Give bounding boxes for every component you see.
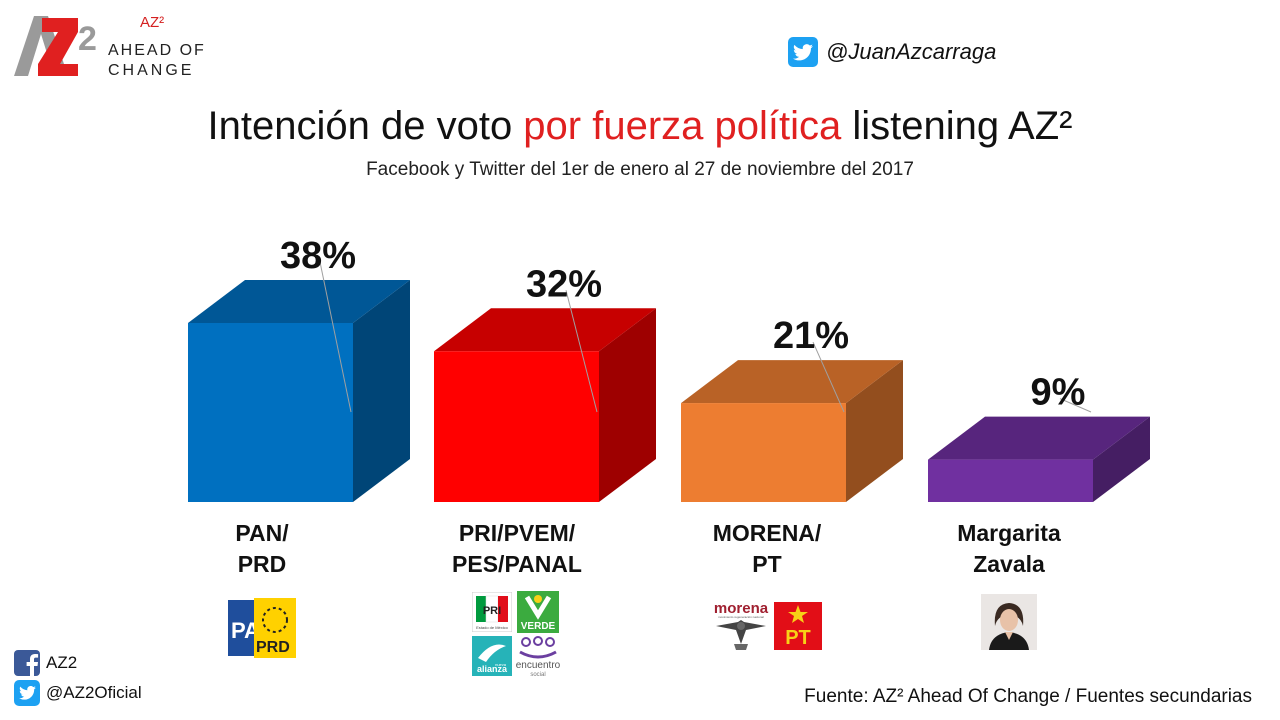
pri-logo: PRI Estado de México	[471, 591, 513, 633]
data-label-2: 21%	[773, 315, 849, 357]
category-label-line: PT	[752, 551, 782, 577]
pri-sub: Estado de México	[476, 625, 509, 630]
category-label-0: PAN/PRD	[152, 518, 372, 580]
encuentro-text: encuentro	[516, 660, 561, 671]
morena-logo: morena movimiento regeneración nacional	[712, 600, 770, 652]
chart-title: Intención de voto por fuerza política li…	[0, 104, 1280, 149]
brand-tagline-2: CHANGE	[108, 62, 195, 79]
category-label-1: PRI/PVEM/PES/PANAL	[407, 518, 627, 580]
category-label-line: PRI/PVEM/	[458, 520, 576, 546]
chart-subtitle: Facebook y Twitter del 1er de enero al 2…	[366, 159, 914, 180]
brand-az2: AZ²	[140, 14, 165, 31]
bar-2	[681, 403, 846, 502]
encuentro-sub: social	[530, 672, 545, 678]
twitter-handle: @JuanAzcarraga	[826, 39, 997, 64]
pt-logo: PT	[774, 602, 822, 650]
facebook-account: AZ2	[46, 653, 78, 672]
title-part-1: Intención de voto	[207, 104, 524, 148]
category-label-line: PAN/	[235, 520, 289, 546]
bar-top-3	[928, 416, 1150, 460]
bar-3	[928, 459, 1093, 502]
category-label-line: PRD	[237, 551, 287, 577]
title-part-2: listening AZ²	[841, 104, 1073, 148]
margarita-zavala-photo	[981, 594, 1037, 650]
brand-tagline-1: AHEAD OF	[108, 42, 206, 59]
footer-twitter: @AZ2Oficial	[14, 680, 142, 706]
pri-text: PRI	[483, 605, 501, 617]
bar-top-0	[188, 280, 410, 323]
footer-facebook: AZ2	[14, 650, 77, 676]
alianza-top: nueva	[495, 662, 507, 667]
bar-side-0	[353, 280, 410, 502]
category-label-3: Margarita Zavala	[899, 518, 1119, 580]
svg-text:2: 2	[78, 20, 97, 58]
leader-line-2	[812, 341, 845, 413]
morena-sub: movimiento regeneración nacional	[718, 615, 764, 619]
bar-0	[188, 323, 353, 502]
bar-side-3	[1093, 416, 1150, 502]
title-highlight: por fuerza política	[523, 104, 842, 148]
twitter-account: @AZ2Oficial	[46, 683, 142, 702]
leader-line-3	[1059, 398, 1092, 413]
bar-side-1	[599, 308, 656, 502]
leader-line-1	[565, 290, 598, 413]
data-label-3: 9%	[1031, 372, 1086, 414]
bar-side-2	[846, 360, 903, 502]
encuentro-social-logo: encuentro social	[514, 636, 562, 678]
category-label-2: MORENA/PT	[657, 518, 877, 580]
pt-text: PT	[785, 627, 811, 649]
category-label-line: Zavala	[973, 551, 1045, 577]
bar-top-1	[434, 308, 656, 352]
source-note: Fuente: AZ² Ahead Of Change / Fuentes se…	[804, 686, 1252, 707]
pan-prd-logo: PAN PRD	[228, 598, 296, 658]
twitter-icon	[14, 680, 40, 706]
bar-top-2	[681, 360, 903, 404]
category-label-line: Margarita	[957, 520, 1061, 546]
verde-text: VERDE	[521, 621, 556, 632]
category-label-line: PES/PANAL	[452, 551, 582, 577]
data-label-0: 38%	[280, 235, 356, 277]
morena-text: morena	[714, 600, 769, 617]
az2-logo: 2	[14, 16, 97, 76]
nueva-alianza-logo: alianza nueva	[472, 636, 512, 676]
bar-1	[434, 351, 599, 502]
data-label-1: 32%	[526, 263, 602, 305]
leader-line-0	[319, 261, 352, 413]
pvem-logo: VERDE	[517, 591, 559, 633]
alianza-text: alianza	[477, 664, 508, 674]
header-twitter: @JuanAzcarraga	[788, 37, 996, 67]
prd-text: PRD	[256, 639, 290, 656]
twitter-icon	[788, 37, 818, 67]
category-label-line: MORENA/	[712, 520, 822, 546]
facebook-icon	[14, 650, 40, 676]
